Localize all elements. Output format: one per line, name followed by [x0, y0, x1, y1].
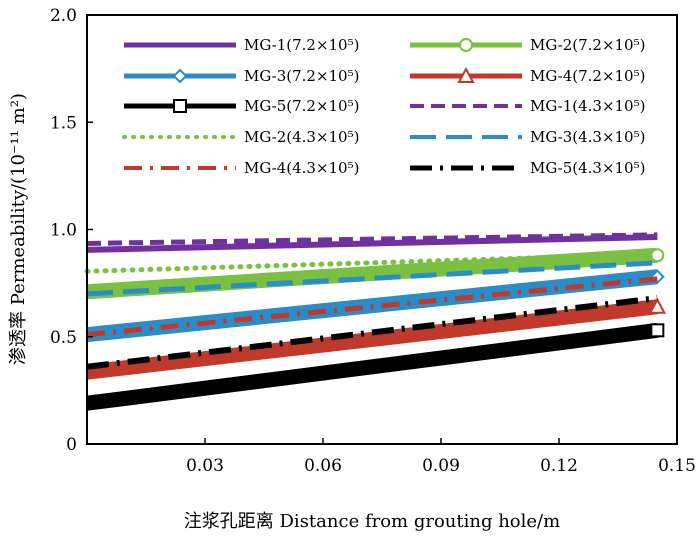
legend-mg-3-7-2-10--label: MG-3(7.2×10⁵): [244, 67, 359, 85]
series-mg-5-4-3-10--line: [86, 295, 658, 370]
x-tick-label: 0.15: [658, 456, 696, 476]
legend-mg-1-7-2-10--label: MG-1(7.2×10⁵): [244, 36, 359, 54]
x-tick-label: 0.03: [186, 456, 224, 476]
legend-mg-2-7-2-10--marker: [459, 38, 473, 52]
legend-mg-4-4-3-10--label: MG-4(4.3×10⁵): [244, 159, 359, 177]
y-tick-label: 0.5: [50, 328, 77, 348]
x-tick-label: 0.06: [304, 456, 342, 476]
legend-mg-3-7-2-10--marker: [172, 68, 188, 84]
y-tick-label: 0: [66, 435, 77, 455]
series-mg-1-7-2-10--line: [86, 234, 658, 253]
legend-mg-1-4-3-10--label: MG-1(4.3×10⁵): [530, 97, 645, 115]
y-axis-title: 渗透率 Permeability/(10⁻¹¹ m²): [8, 93, 29, 365]
legend: MG-1(7.2×10⁵) MG-2(7.2×10⁵) MG-3(7.2×10⁵) M…: [122, 36, 645, 177]
legend-mg-5-7-2-10--label: MG-5(7.2×10⁵): [244, 97, 359, 115]
y-tick-label: 2.0: [50, 6, 77, 26]
legend-mg-2-7-2-10--label: MG-2(7.2×10⁵): [530, 36, 645, 54]
series-mg-4-4-3-10--line: [86, 276, 658, 338]
legend-mg-4-7-2-10--marker: [457, 66, 475, 83]
axes: 0.03 0.06 0.09 0.12 0.15 0 0.5 1.0 1.5 2.0: [50, 6, 696, 476]
y-tick-label: 1.0: [50, 221, 77, 241]
series-mg-5-7-2-10--line: [86, 322, 659, 411]
legend-mg-5-4-3-10--label: MG-5(4.3×10⁵): [530, 159, 645, 177]
series-lines: [84, 232, 667, 411]
series-mg-5-7-2-10--end-marker: [650, 323, 665, 338]
x-tick-label: 0.12: [540, 456, 578, 476]
x-tick-label: 0.09: [422, 456, 460, 476]
y-tick-label: 1.5: [50, 113, 77, 133]
legend-mg-2-4-3-10--label: MG-2(4.3×10⁵): [244, 128, 359, 146]
series-mg-2-7-2-10--line: [86, 247, 658, 300]
series-mg-4-7-2-10--end-marker: [648, 297, 667, 314]
legend-mg-3-4-3-10--label: MG-3(4.3×10⁵): [530, 128, 645, 146]
series-mg-2-7-2-10--end-marker: [650, 248, 665, 263]
x-axis-title: 注浆孔距离 Distance from grouting hole/m: [184, 511, 560, 532]
legend-mg-4-7-2-10--label: MG-4(7.2×10⁵): [530, 67, 645, 85]
series-mg-4-7-2-10--line: [86, 299, 659, 380]
series-mg-3-4-3-10--line: [86, 260, 658, 297]
legend-mg-5-7-2-10--marker: [173, 99, 187, 113]
series-mg-1-4-3-10--line: [86, 232, 658, 246]
